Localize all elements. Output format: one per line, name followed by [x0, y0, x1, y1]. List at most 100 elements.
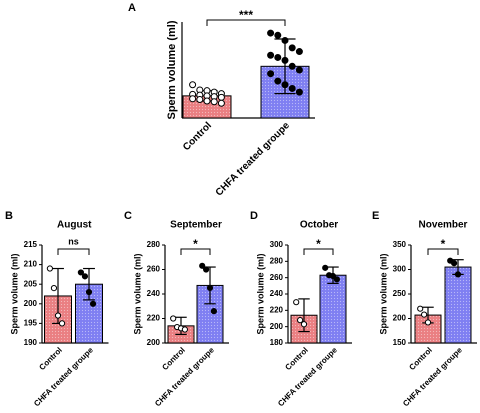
y-tick-label: 350 [393, 240, 407, 249]
y-tick-label: 180 [270, 338, 284, 347]
y-tick-label: 215 [24, 240, 38, 249]
data-point [295, 88, 303, 96]
x-tick-label: Control [407, 346, 433, 372]
data-point [206, 284, 214, 291]
y-tick-label: 260 [147, 265, 161, 274]
x-tick-label: CHFA treated groupe [401, 345, 464, 408]
data-point [424, 319, 432, 326]
data-point [281, 36, 289, 44]
data-point [333, 276, 340, 283]
data-point [58, 320, 66, 327]
y-tick-label: 250 [393, 289, 407, 298]
y-tick-label: 210 [24, 260, 38, 269]
data-point [267, 51, 275, 59]
data-point [288, 44, 296, 52]
data-point [189, 81, 197, 89]
data-point [210, 98, 218, 106]
bar [444, 266, 472, 344]
data-point [274, 31, 282, 39]
y-tick-label: 240 [270, 289, 284, 298]
x-tick-label: Control [283, 346, 309, 372]
significance-label: ns [68, 236, 79, 246]
data-point [322, 264, 329, 271]
data-point [451, 260, 458, 267]
panel-title: October [300, 220, 338, 231]
x-tick-label: Control [37, 346, 63, 372]
data-point [288, 62, 296, 70]
y-axis-label: Sperm volume (ml) [255, 253, 265, 334]
y-axis-label: Sperm volume (ml) [378, 253, 388, 334]
panel-letter: E [372, 210, 379, 222]
data-point [454, 271, 462, 278]
y-tick-label: 240 [147, 289, 161, 298]
data-point [281, 81, 289, 89]
significance-label: *** [239, 8, 253, 22]
panel-letter: C [124, 210, 132, 222]
data-point [293, 299, 300, 306]
significance-bracket [303, 248, 334, 255]
significance-label: * [441, 237, 446, 251]
significance-bracket [180, 248, 211, 255]
data-point [77, 269, 85, 276]
data-point [217, 93, 225, 101]
data-point [274, 77, 282, 85]
y-tick-label: 195 [24, 319, 38, 328]
data-point [196, 96, 204, 104]
panel-title: September [170, 220, 222, 231]
data-point [203, 266, 210, 273]
data-point [89, 300, 97, 307]
data-point [274, 53, 282, 61]
panel-title: November [419, 220, 468, 231]
significance-label: * [193, 237, 198, 251]
y-tick-label: 200 [24, 299, 38, 308]
data-point [281, 56, 289, 64]
x-tick-label: CHFA treated groupe [214, 120, 293, 199]
bar [319, 274, 347, 344]
y-tick-label: 220 [147, 314, 161, 323]
data-point [300, 321, 308, 328]
data-point [295, 66, 303, 74]
data-point [181, 326, 188, 333]
x-tick-label: CHFA treated groupe [153, 345, 216, 408]
y-tick-label: 260 [270, 273, 284, 282]
x-tick-label: CHFA treated groupe [276, 345, 339, 408]
y-tick-label: 280 [147, 240, 161, 249]
data-point [85, 288, 93, 296]
y-tick-label: 300 [270, 240, 284, 249]
data-point [54, 312, 62, 319]
data-point [329, 272, 337, 280]
panel-title: August [57, 220, 92, 231]
panel-letter: A [128, 2, 136, 14]
y-tick-label: 200 [393, 314, 407, 323]
data-point [170, 315, 177, 322]
x-tick-label: CHFA treated groupe [32, 345, 95, 408]
y-tick-label: 200 [147, 338, 161, 347]
data-point [295, 48, 303, 56]
panel-letter: B [5, 210, 13, 222]
data-point [297, 317, 304, 324]
data-point [46, 265, 54, 272]
data-point [417, 305, 424, 312]
significance-bracket [57, 248, 90, 255]
data-point [203, 97, 211, 105]
y-axis-label: Sperm volume (ml) [9, 253, 19, 334]
y-tick-label: 300 [393, 265, 407, 274]
significance-bracket [427, 248, 459, 255]
data-point [217, 99, 225, 107]
data-point [267, 70, 275, 78]
x-tick-label: Control [181, 120, 214, 153]
data-point [189, 95, 197, 103]
y-tick-label: 205 [24, 279, 38, 288]
y-axis-label: Sperm volume (ml) [132, 253, 142, 334]
y-tick-label: 200 [270, 322, 284, 331]
y-tick-label: 190 [24, 338, 38, 347]
panel-letter: D [250, 210, 258, 222]
y-axis-label: Sperm volume (ml) [166, 20, 178, 119]
y-tick-label: 280 [270, 256, 284, 265]
data-point [421, 311, 428, 318]
data-point [210, 308, 217, 315]
data-point [81, 273, 89, 280]
data-point [199, 262, 206, 269]
significance-bracket [206, 19, 286, 26]
